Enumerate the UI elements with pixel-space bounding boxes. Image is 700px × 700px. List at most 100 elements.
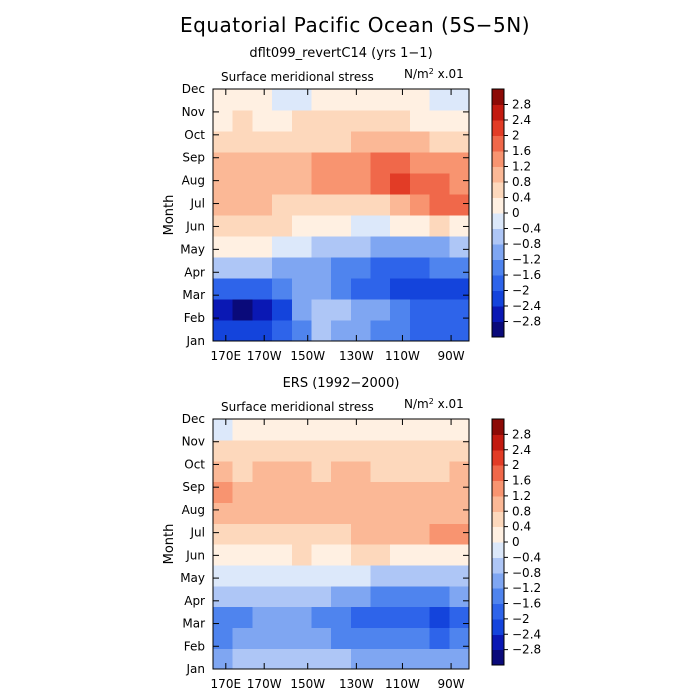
- colorbar-label: 0.4: [512, 191, 531, 205]
- heatmap-cell: [311, 460, 332, 483]
- heatmap-cell: [272, 439, 293, 462]
- colorbar-label: 2.4: [512, 443, 531, 457]
- heatmap-cell: [409, 110, 431, 132]
- heatmap-cell: [429, 585, 450, 608]
- heatmap-cell: [331, 320, 352, 342]
- units-base: N/m: [404, 67, 429, 81]
- heatmap-cell: [350, 544, 372, 566]
- heatmap-cell: [232, 648, 253, 670]
- heatmap-cell: [449, 173, 470, 195]
- heatmap-cell: [213, 299, 234, 321]
- y-tick-label: Nov: [182, 105, 205, 119]
- y-tick-label: Jun: [185, 219, 205, 233]
- colorbar-label: −2.4: [512, 299, 541, 313]
- heatmap-cell: [213, 585, 234, 608]
- heatmap-cell: [409, 419, 431, 441]
- heatmap-cell: [272, 152, 293, 174]
- units-exponent: 2: [429, 397, 434, 406]
- colorbar-swatch: [492, 557, 504, 574]
- heatmap-cell: [370, 523, 391, 545]
- heatmap-cell: [350, 110, 372, 132]
- colorbar-swatch: [492, 603, 504, 620]
- heatmap-cell: [311, 523, 332, 545]
- heatmap-cell: [390, 194, 411, 216]
- heatmap-cell: [370, 194, 391, 216]
- colorbar-swatch: [492, 151, 504, 167]
- units-scale: x.01: [434, 397, 464, 411]
- heatmap-cell: [213, 502, 234, 524]
- colorbar-label: −1.6: [512, 268, 541, 282]
- heatmap-cell: [409, 215, 431, 237]
- heatmap-cell: [311, 110, 332, 132]
- heatmap-cell: [311, 299, 332, 321]
- colorbar-label: 2.8: [512, 427, 531, 441]
- x-tick-label: 150W: [290, 677, 325, 691]
- heatmap-cell: [409, 439, 431, 462]
- heatmap-cell: [291, 131, 313, 153]
- heatmap-cell: [449, 152, 470, 174]
- heatmap-cell: [311, 481, 332, 503]
- colorbar-label: 1.6: [512, 144, 531, 158]
- heatmap-cell: [291, 257, 313, 279]
- heatmap-cell: [232, 544, 253, 566]
- heatmap-cell: [232, 131, 253, 153]
- heatmap-cell: [232, 585, 253, 608]
- y-tick-label: Apr: [184, 265, 205, 279]
- heatmap-cell: [449, 606, 470, 628]
- heatmap-cell: [272, 89, 293, 111]
- heatmap-cell: [429, 257, 450, 279]
- heatmap-cell: [409, 627, 431, 649]
- colorbar-label: 1.6: [512, 474, 531, 488]
- heatmap-cell: [232, 89, 253, 111]
- heatmap-cell: [272, 215, 293, 237]
- heatmap-cell: [449, 215, 470, 237]
- y-tick-label: Oct: [184, 457, 205, 471]
- heatmap-cell: [350, 152, 372, 174]
- heatmap-cell: [350, 194, 372, 216]
- colorbar-swatch: [492, 588, 504, 604]
- colorbar-swatch: [492, 244, 504, 260]
- heatmap-cell: [350, 606, 372, 628]
- colorbar-swatch: [492, 306, 504, 322]
- units-label: N/m2 x.01: [404, 67, 464, 82]
- y-axis-label: Month: [162, 195, 177, 236]
- x-tick-label: 170W: [247, 349, 282, 363]
- heatmap-cell: [232, 257, 253, 279]
- units-scale: x.01: [434, 67, 464, 81]
- x-tick-label: 90W: [438, 677, 465, 691]
- heatmap-cell: [331, 299, 352, 321]
- heatmap-cell: [370, 502, 391, 524]
- heatmap-cell: [390, 648, 411, 670]
- x-tick-label: 110W: [385, 349, 420, 363]
- y-tick-label: Dec: [182, 82, 205, 96]
- colorbar-swatch: [492, 434, 504, 451]
- y-tick-label: Mar: [182, 288, 205, 302]
- heatmap-cell: [429, 215, 450, 237]
- heatmap-cell: [429, 606, 450, 628]
- panel-title: ERS (1992−2000): [283, 376, 400, 391]
- heatmap-cell: [291, 460, 313, 483]
- heatmap-cell: [291, 419, 313, 441]
- heatmap-cell: [252, 439, 273, 462]
- heatmap-cell: [429, 110, 450, 132]
- heatmap-cell: [232, 523, 253, 545]
- colorbar-label: −1.2: [512, 253, 541, 267]
- colorbar-label: −2: [512, 612, 530, 626]
- heatmap-cell: [272, 564, 293, 587]
- heatmap-cell: [449, 585, 470, 608]
- y-tick-label: Jan: [186, 334, 206, 348]
- heatmap-cell: [429, 299, 450, 321]
- heatmap-cell: [311, 585, 332, 608]
- colorbar-label: −1.2: [512, 581, 541, 595]
- heatmap-cell: [370, 460, 391, 483]
- heatmap-cell: [350, 299, 372, 321]
- y-tick-label: Jan: [186, 662, 206, 676]
- heatmap-cell: [390, 320, 411, 342]
- heatmap-cell: [232, 152, 253, 174]
- heatmap-cell: [331, 606, 352, 628]
- heatmap-cell: [449, 460, 470, 483]
- colorbar-swatch: [492, 634, 504, 651]
- heatmap-cell: [449, 110, 470, 132]
- heatmap-cell: [252, 564, 273, 587]
- y-tick-label: Jun: [185, 548, 205, 562]
